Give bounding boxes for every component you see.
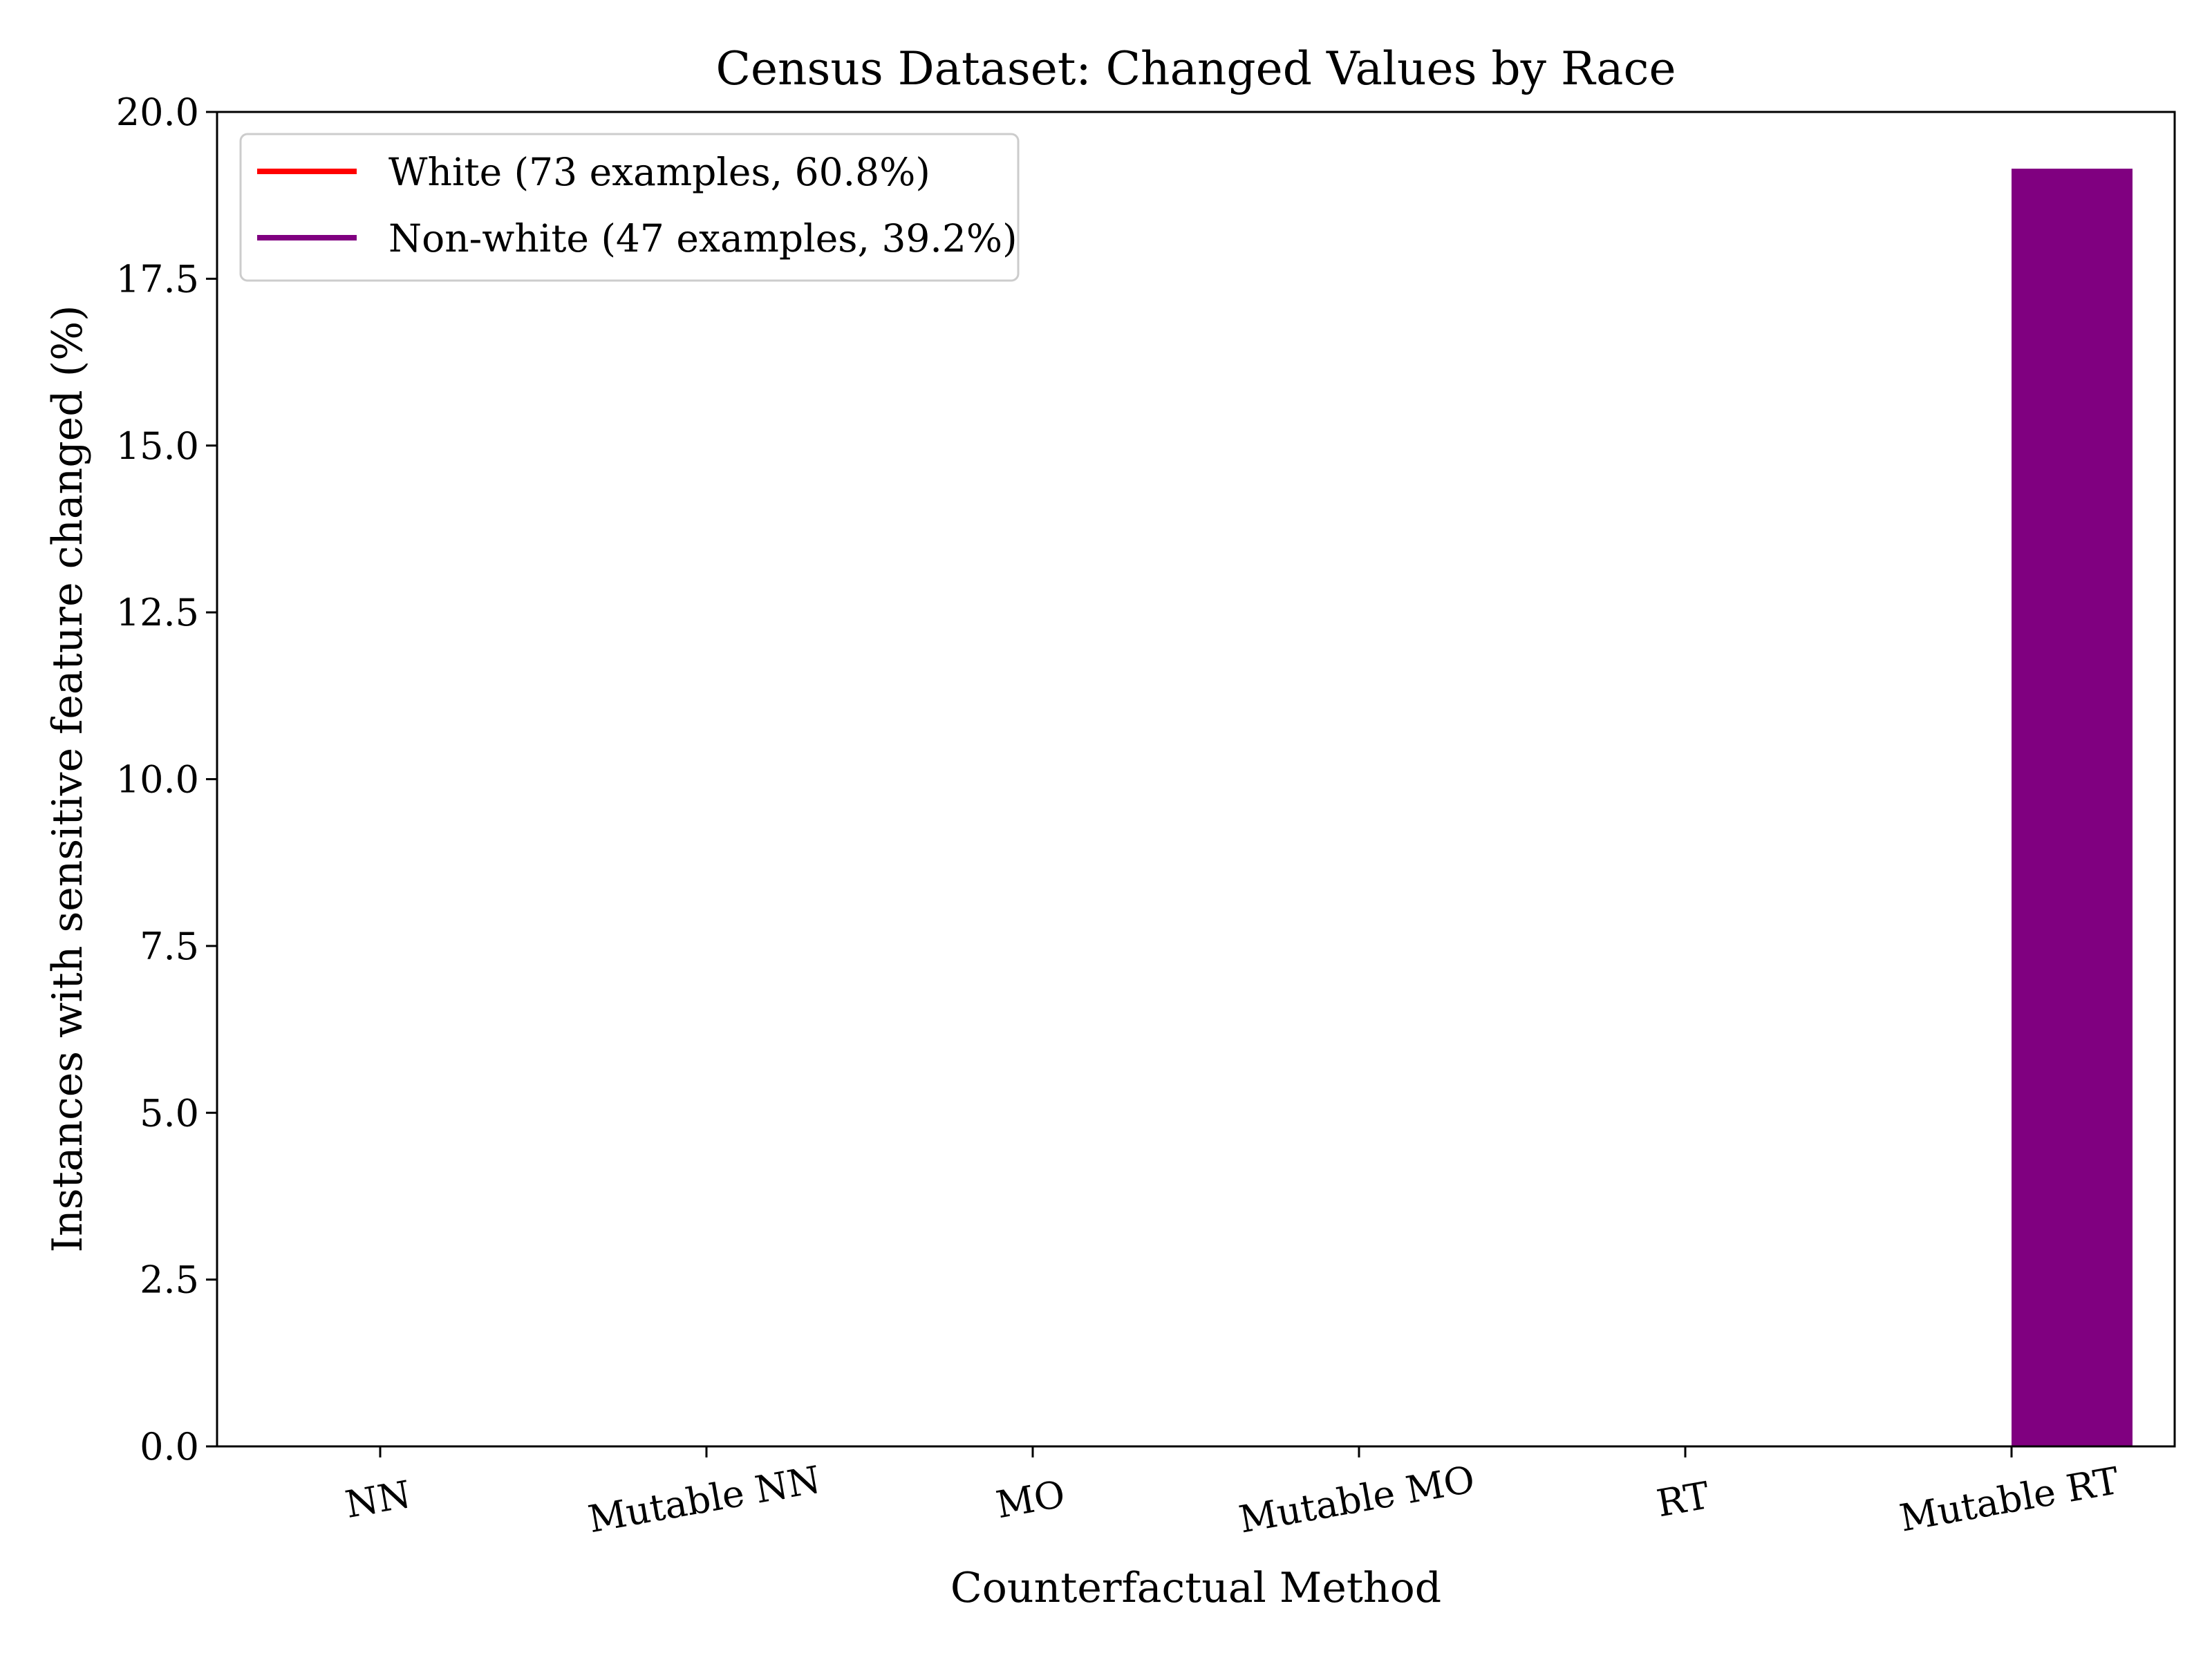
y-axis-label: Instances with sensitive feature changed… xyxy=(44,305,92,1252)
legend: White (73 examples, 60.8%) Non-white (47… xyxy=(239,133,1020,282)
y-tick-label: 2.5 xyxy=(140,1258,199,1302)
bar-non-white-mutable-rt xyxy=(2012,169,2133,1447)
y-axis: 0.0 2.5 5.0 7.5 10.0 12.5 15.0 17.5 20.0 xyxy=(116,91,217,1469)
legend-label-white: White (73 examples, 60.8%) xyxy=(388,150,930,194)
x-axis-label: Counterfactual Method xyxy=(950,1564,1441,1612)
legend-label-non-white: Non-white (47 examples, 39.2%) xyxy=(388,216,1018,261)
plot-area xyxy=(2012,169,2133,1447)
chart-title: Census Dataset: Changed Values by Race xyxy=(715,42,1676,95)
y-tick-label: 10.0 xyxy=(116,758,199,802)
y-tick-label: 5.0 xyxy=(140,1091,199,1135)
y-tick-label: 17.5 xyxy=(116,257,199,301)
x-tick-label: RT xyxy=(1653,1473,1713,1525)
y-tick-label: 15.0 xyxy=(116,424,199,468)
y-tick-label: 20.0 xyxy=(116,91,199,134)
legend-box xyxy=(239,133,1020,282)
y-tick-label: 7.5 xyxy=(140,925,199,968)
y-tick-label: 12.5 xyxy=(116,591,199,634)
y-tick-label: 0.0 xyxy=(140,1425,199,1469)
